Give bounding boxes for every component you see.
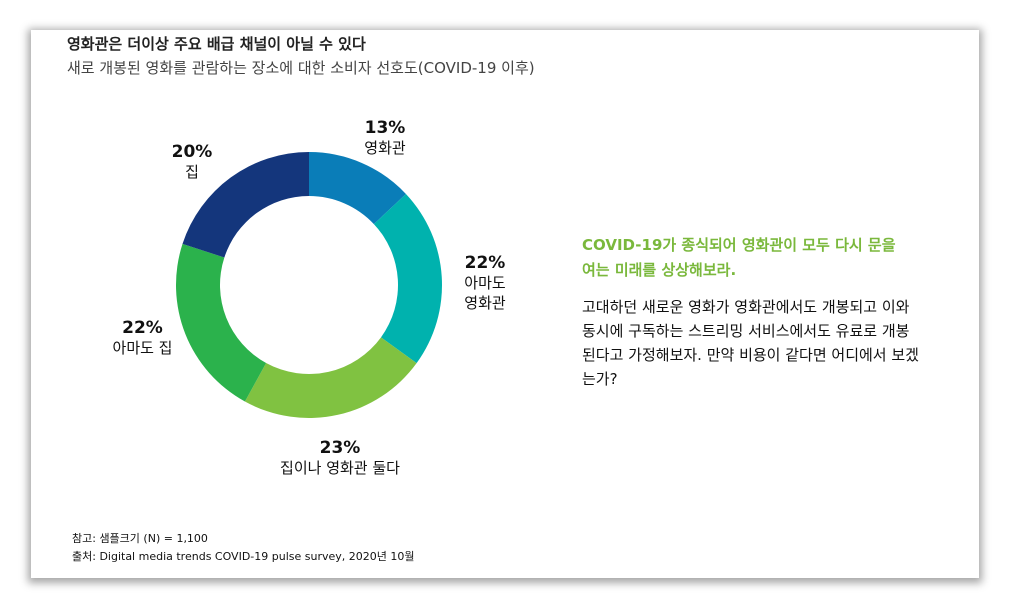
donut-slice-4 — [182, 152, 309, 258]
chart-title: 영화관은 더이상 주요 배급 채널이 아닐 수 있다 — [67, 35, 366, 53]
callout-headline: COVID-19가 종식되어 영화관이 모두 다시 문을 여는 미래를 상상해보… — [582, 236, 896, 279]
footer: 참고: 샘플크기 (N) = 1,100 출처: Digital media tr… — [72, 530, 415, 566]
footer-source: 출처: Digital media trends COVID-19 pulse … — [72, 550, 415, 563]
donut-slice-1 — [373, 193, 443, 364]
footer-note: 참고: 샘플크기 (N) = 1,100 — [72, 532, 208, 545]
callout-body: 고대하던 새로운 영화가 영화관에서도 개봉되고 이와 동시에 구독하는 스트리… — [582, 298, 919, 388]
label-slice-0: 13% 영화관 — [364, 118, 406, 157]
donut-slice-3 — [176, 243, 267, 402]
label-slice-2: 23% 집이나 영화관 둘다 — [280, 438, 400, 477]
label-slice-4: 20% 집 — [171, 142, 213, 181]
chart-subtitle: 새로 개봉된 영화를 관람하는 장소에 대한 소비자 선호도(COVID-19 … — [67, 59, 535, 77]
donut-slice-2 — [244, 337, 417, 419]
donut-slice-0 — [309, 152, 406, 225]
label-slice-1: 22% 아마도 영화관 — [464, 253, 506, 312]
label-slice-3: 22% 아마도 집 — [112, 318, 173, 357]
